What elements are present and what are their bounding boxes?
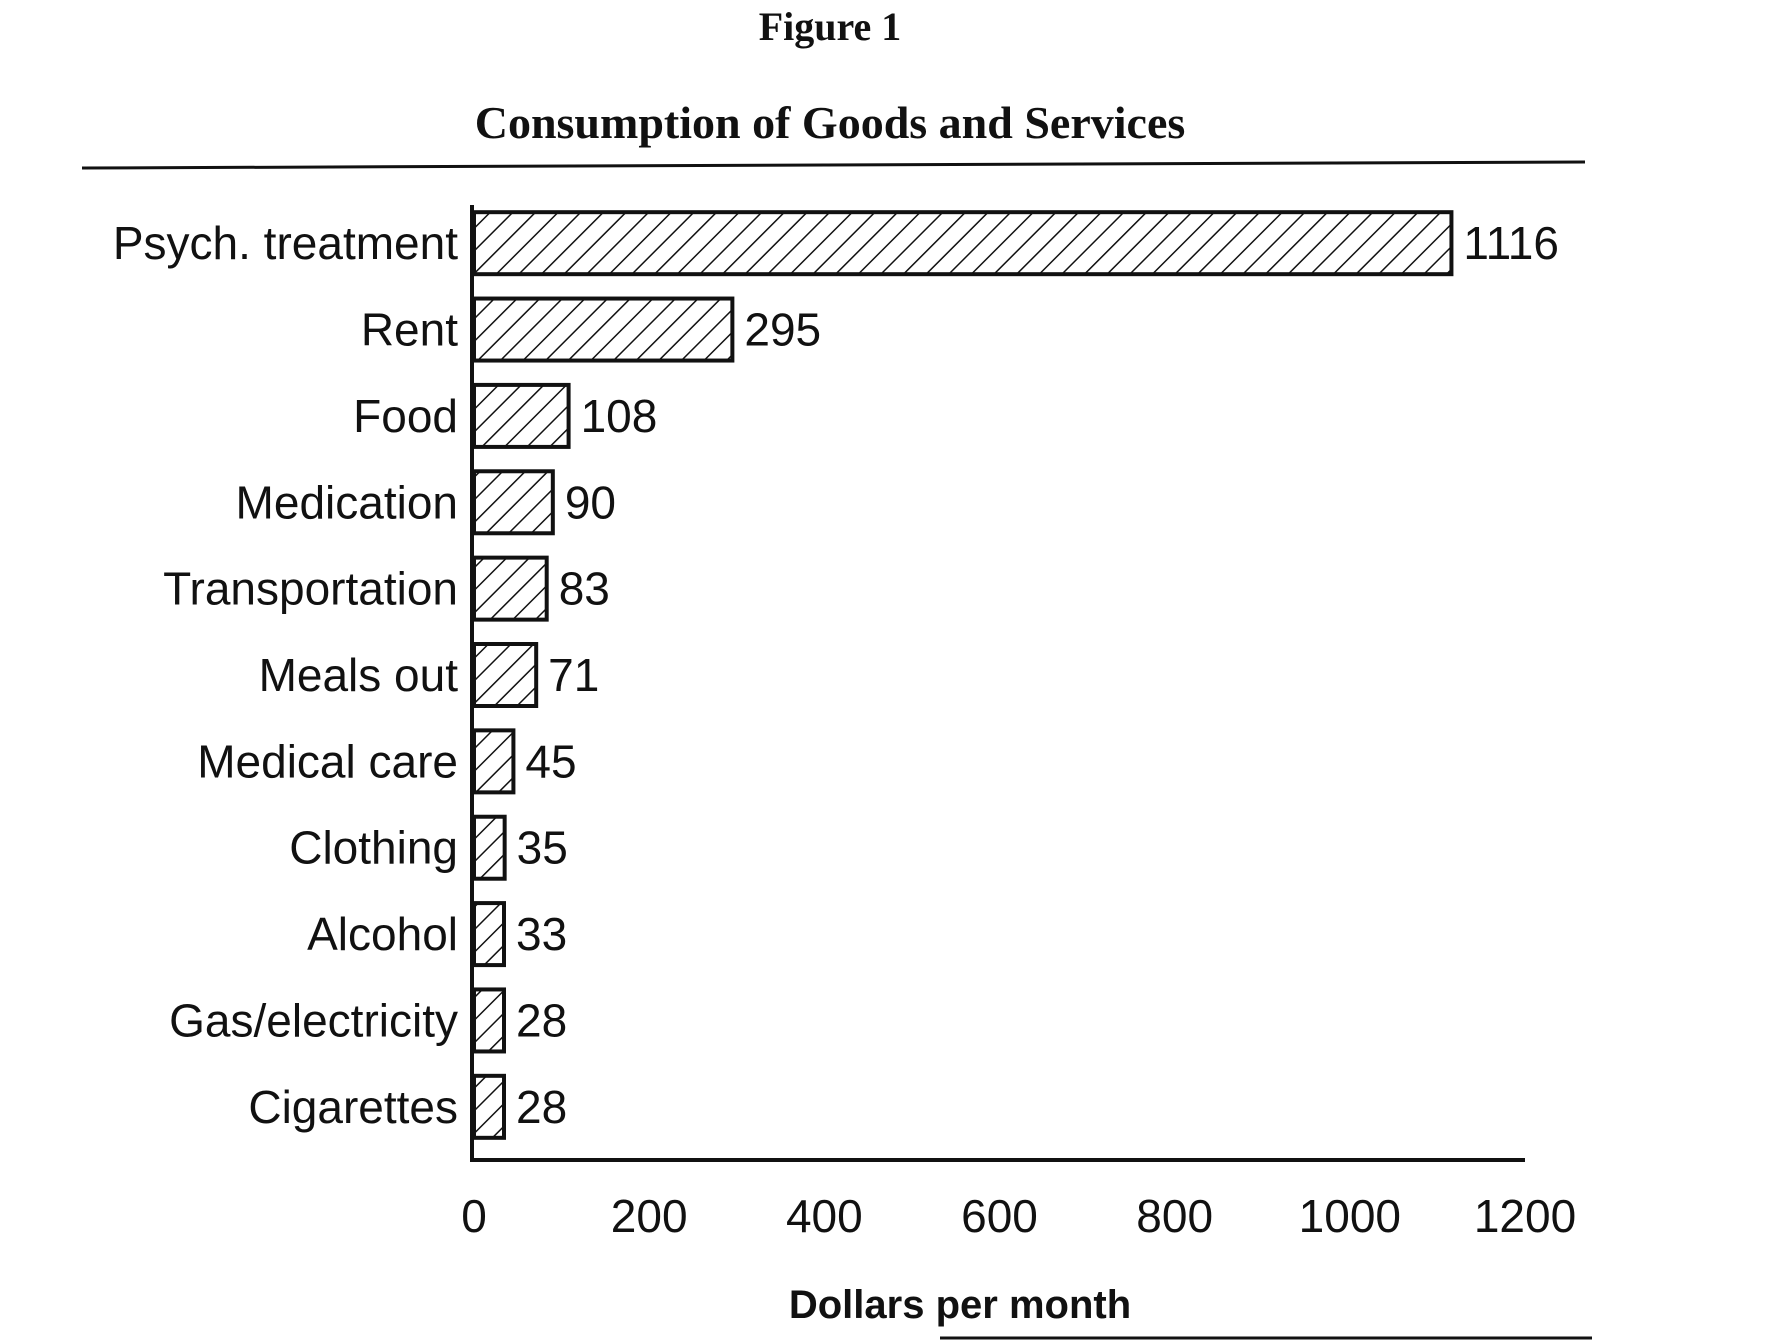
x-tick-label: 400 <box>786 1190 863 1242</box>
x-tick-label: 1000 <box>1299 1190 1401 1242</box>
value-label: 90 <box>565 476 616 528</box>
value-label: 35 <box>517 822 568 874</box>
value-label: 28 <box>516 994 567 1046</box>
value-label: 33 <box>516 908 567 960</box>
value-label: 108 <box>581 390 658 442</box>
figure-label: Figure 1 <box>759 4 902 49</box>
bar <box>472 210 1454 277</box>
bars-group <box>472 210 1454 1140</box>
value-label: 295 <box>744 304 821 356</box>
bar <box>472 901 506 968</box>
x-tick-label: 1200 <box>1474 1190 1576 1242</box>
value-label: 1116 <box>1463 217 1559 269</box>
category-label: Gas/electricity <box>169 994 458 1046</box>
bar <box>472 728 516 795</box>
value-label: 71 <box>548 649 599 701</box>
category-label: Transportation <box>163 563 458 615</box>
x-tick-label: 200 <box>611 1190 688 1242</box>
value-labels: 1116 295 108 90 83 71 45 35 33 28 28 <box>516 217 1559 1133</box>
bar <box>472 642 539 708</box>
value-label: 45 <box>525 735 576 787</box>
category-labels: Psych. treatment Rent Food Medication Transp… <box>113 217 458 1133</box>
bar <box>472 469 555 536</box>
category-label: Alcohol <box>307 908 458 960</box>
bar <box>472 382 571 449</box>
category-label: Clothing <box>289 822 458 874</box>
x-tick-label: 600 <box>961 1190 1038 1242</box>
category-label: Food <box>353 390 458 442</box>
category-label: Medication <box>236 476 458 528</box>
chart-title: Consumption of Goods and Services <box>475 97 1186 148</box>
bar <box>472 814 507 881</box>
x-tick-label: 0 <box>461 1190 487 1242</box>
bar <box>472 1073 506 1140</box>
category-label: Rent <box>361 304 458 356</box>
top-rule <box>81 160 1586 170</box>
x-tick-labels: 0 200 400 600 800 1000 1200 <box>461 1190 1576 1242</box>
category-label: Psych. treatment <box>113 217 458 269</box>
category-label: Medical care <box>197 735 458 787</box>
bar <box>472 987 506 1054</box>
x-tick-label: 800 <box>1136 1190 1213 1242</box>
category-label: Cigarettes <box>248 1081 458 1133</box>
bar <box>472 296 735 363</box>
value-label: 28 <box>516 1081 567 1133</box>
value-label: 83 <box>559 563 610 615</box>
bar <box>472 555 549 622</box>
category-label: Meals out <box>259 649 459 701</box>
x-axis-label: Dollars per month <box>789 1283 1131 1327</box>
